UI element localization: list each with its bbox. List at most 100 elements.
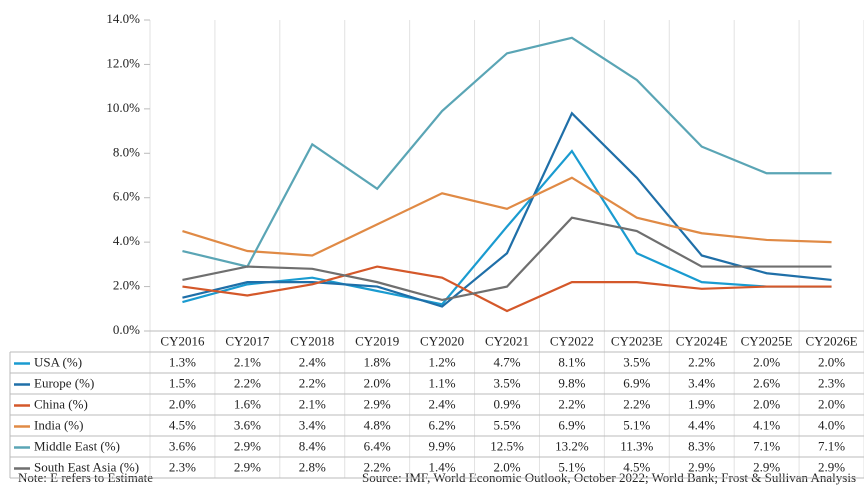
table-cell: 2.2% — [299, 375, 326, 390]
table-cell: 4.5% — [623, 459, 650, 474]
table-cell: 2.2% — [688, 354, 715, 369]
table-cell: 2.1% — [299, 396, 326, 411]
table-cell: 2.2% — [364, 459, 391, 474]
table-cell: 1.8% — [364, 354, 391, 369]
series-line — [182, 149, 832, 306]
table-cell: 11.3% — [620, 438, 653, 453]
table-cell: 5.1% — [558, 459, 585, 474]
table-cell: 2.0% — [493, 459, 520, 474]
y-tick-label: 14.0% — [106, 11, 140, 26]
table-cell: 2.0% — [169, 396, 196, 411]
x-tick-label: CY2019 — [355, 333, 399, 348]
table-cell: 4.4% — [688, 417, 715, 432]
y-tick-label: 4.0% — [113, 233, 140, 248]
x-tick-label: CY2021 — [485, 333, 529, 348]
table-cell: 5.5% — [493, 417, 520, 432]
table-cell: 9.8% — [558, 375, 585, 390]
legend-label: Europe (%) — [34, 375, 94, 390]
table-cell: 3.5% — [623, 354, 650, 369]
table-cell: 2.6% — [753, 375, 780, 390]
table-cell: 2.9% — [234, 459, 261, 474]
table-cell: 1.4% — [429, 459, 456, 474]
legend-label: India (%) — [34, 417, 83, 432]
legend-label: South East Asia (%) — [34, 459, 139, 474]
table-cell: 1.1% — [429, 375, 456, 390]
table-cell: 2.9% — [364, 396, 391, 411]
y-tick-label: 0.0% — [113, 322, 140, 337]
table-cell: 4.8% — [364, 417, 391, 432]
table-cell: 6.4% — [364, 438, 391, 453]
table-cell: 2.2% — [234, 375, 261, 390]
table-cell: 8.3% — [688, 438, 715, 453]
x-tick-label: CY2024E — [676, 333, 728, 348]
table-cell: 3.5% — [493, 375, 520, 390]
y-tick-label: 6.0% — [113, 189, 140, 204]
table-cell: 2.0% — [818, 354, 845, 369]
table-cell: 2.2% — [623, 396, 650, 411]
table-cell: 2.9% — [753, 459, 780, 474]
y-tick-label: 2.0% — [113, 278, 140, 293]
table-cell: 0.9% — [493, 396, 520, 411]
series-line — [182, 265, 832, 313]
y-tick-label: 12.0% — [106, 55, 140, 70]
note: Note: E refers to Estimate — [18, 470, 153, 485]
x-tick-label: CY2017 — [225, 333, 270, 348]
table-cell: 2.0% — [753, 354, 780, 369]
table-cell: 3.6% — [234, 417, 261, 432]
table-cell: 2.9% — [234, 438, 261, 453]
table-cell: 2.9% — [688, 459, 715, 474]
table-cell: 3.4% — [688, 375, 715, 390]
table-cell: 6.9% — [623, 375, 650, 390]
table-cell: 3.6% — [169, 438, 196, 453]
table-cell: 2.3% — [818, 375, 845, 390]
table-cell: 4.1% — [753, 417, 780, 432]
x-tick-label: CY2023E — [611, 333, 663, 348]
source: Source: IMF, World Economic Outlook, Oct… — [362, 470, 856, 485]
y-tick-label: 10.0% — [106, 100, 140, 115]
table-cell: 2.0% — [753, 396, 780, 411]
x-tick-label: CY2026E — [806, 333, 858, 348]
table-cell: 2.0% — [364, 375, 391, 390]
table-cell: 6.9% — [558, 417, 585, 432]
table-cell: 3.4% — [299, 417, 326, 432]
legend-label: USA (%) — [34, 354, 82, 369]
table-cell: 6.2% — [429, 417, 456, 432]
table-cell: 2.3% — [169, 459, 196, 474]
table-cell: 1.9% — [688, 396, 715, 411]
table-cell: 5.1% — [623, 417, 650, 432]
table-cell: 7.1% — [818, 438, 845, 453]
table-cell: 13.2% — [555, 438, 589, 453]
x-tick-label: CY2022 — [550, 333, 594, 348]
table-cell: 4.0% — [818, 417, 845, 432]
table-cell: 8.4% — [299, 438, 326, 453]
table-cell: 1.3% — [169, 354, 196, 369]
table-cell: 4.5% — [169, 417, 196, 432]
table-cell: 7.1% — [753, 438, 780, 453]
series-line — [182, 111, 832, 308]
table-cell: 2.2% — [558, 396, 585, 411]
x-tick-label: CY2018 — [290, 333, 334, 348]
table-cell: 12.5% — [490, 438, 524, 453]
table-cell: 1.2% — [429, 354, 456, 369]
table-cell: 2.1% — [234, 354, 261, 369]
table-cell: 1.6% — [234, 396, 261, 411]
table-cell: 8.1% — [558, 354, 585, 369]
x-tick-label: CY2020 — [420, 333, 464, 348]
table-cell: 4.7% — [493, 354, 520, 369]
table-cell: 9.9% — [429, 438, 456, 453]
y-tick-label: 8.0% — [113, 144, 140, 159]
series-line — [182, 176, 832, 257]
legend-label: China (%) — [34, 396, 88, 411]
x-tick-label: CY2016 — [160, 333, 205, 348]
series-line — [182, 36, 832, 268]
x-tick-label: CY2025E — [741, 333, 793, 348]
table-cell: 2.8% — [299, 459, 326, 474]
table-cell: 2.0% — [818, 396, 845, 411]
table-cell: 2.9% — [818, 459, 845, 474]
legend-label: Middle East (%) — [34, 438, 120, 453]
series-line — [182, 216, 832, 302]
table-cell: 1.5% — [169, 375, 196, 390]
table-cell: 2.4% — [299, 354, 326, 369]
table-cell: 2.4% — [429, 396, 456, 411]
